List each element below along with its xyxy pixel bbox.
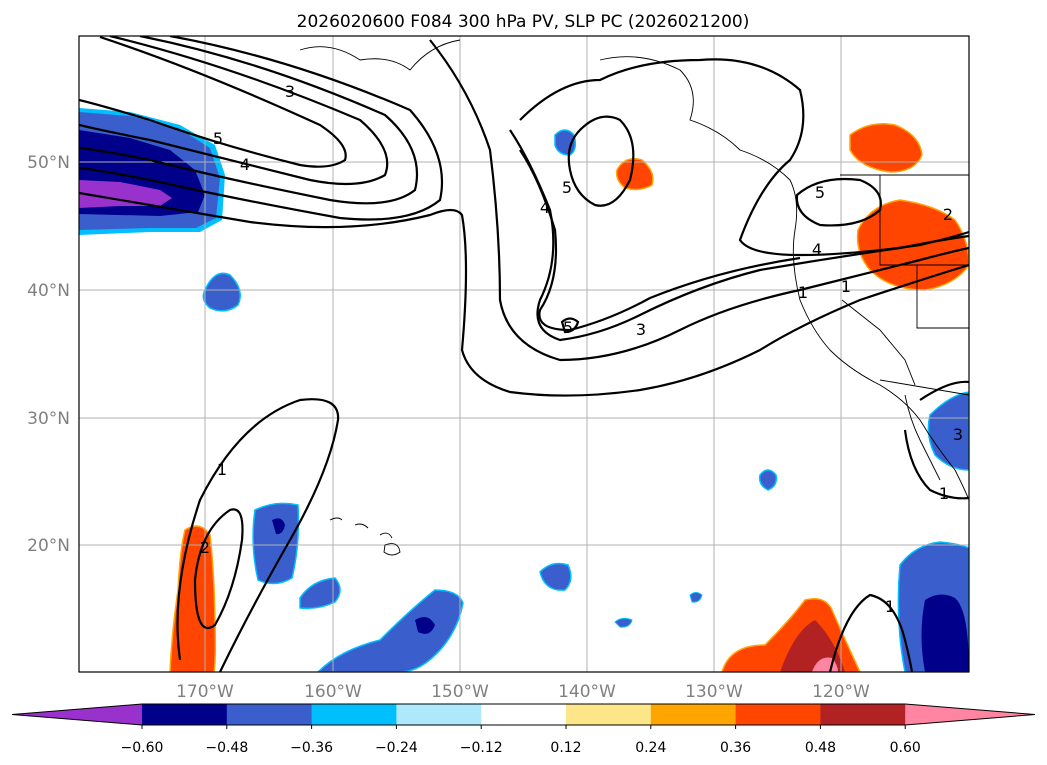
x-tick-label: 160°W [304,682,362,702]
colorbar: −0.60 −0.48 −0.36 −0.24 −0.12 0.12 0.24 0.36 0.4… [11,703,1036,756]
contour-label: 5 [562,178,572,197]
contour-label: 5 [213,129,223,148]
colorbar-tick-label: 0.12 [550,740,581,756]
colorbar-tick-label: −0.60 [121,740,164,756]
y-axis-labels: 50°N 40°N 30°N 20°N [27,153,70,556]
colorbar-tick-label: 0.36 [720,740,751,756]
x-tick-label: 120°W [812,682,870,702]
contour-label: 3 [285,82,295,101]
y-tick-label: 50°N [27,153,70,173]
contour-label: 1 [885,597,895,616]
contour-label: 5 [815,183,825,202]
colorbar-tick-label: 0.24 [635,740,666,756]
contour-label: 3 [953,425,963,444]
contour-labels: 3 5 4 5 4 5 3 5 2 4 1 1 2 1 3 1 1 [200,82,963,616]
colorbar-tick-label: −0.12 [460,740,503,756]
colorbar-extend-high [905,704,1035,725]
contour-label: 1 [939,484,949,503]
contour-label: 2 [943,205,953,224]
contour-label: 2 [200,538,210,557]
pv-region-southwest [169,525,217,672]
x-tick-label: 130°W [685,682,743,702]
map-background [79,36,969,672]
slp-contours [79,36,969,672]
contour-label: 4 [540,198,550,217]
y-tick-label: 30°N [27,409,70,429]
colorbar-tick-label: −0.48 [205,740,248,756]
x-tick-label: 170°W [176,682,234,702]
colorbar-segment [142,704,228,725]
contour-label: 1 [217,460,227,479]
colorbar-tick-label: −0.36 [290,740,333,756]
contour-label: 4 [240,155,250,174]
colorbar-segment [226,704,313,725]
map-content: 3 5 4 5 4 5 3 5 2 4 1 1 2 1 3 1 1 [79,36,969,672]
x-axis-labels: 170°W 160°W 150°W 140°W 130°W 120°W [176,682,870,702]
colorbar-tick-label: 0.60 [890,740,921,756]
colorbar-extend-low [12,704,142,725]
colorbar-segment [650,704,737,725]
x-tick-label: 140°W [558,682,616,702]
contour-label: 1 [798,283,808,302]
colorbar-tick-label: 0.48 [805,740,836,756]
pv-fill-layer [79,108,969,672]
contour-label: 1 [841,277,851,296]
colorbar-tick-label: −0.24 [375,740,418,756]
colorbar-segment [481,704,567,725]
colorbar-segment [396,704,482,725]
map-frame [78,35,970,673]
gridlines [79,36,969,672]
colorbar-segment [735,704,821,725]
x-tick-label: 150°W [431,682,489,702]
contour-label: 5 [563,318,573,337]
contour-label: 4 [812,240,822,259]
chart-title: 2026020600 F084 300 hPa PV, SLP PC (2026… [297,12,750,32]
contour-line [79,36,347,168]
contour-label: 3 [636,320,646,339]
y-tick-label: 40°N [27,281,70,301]
colorbar-segment [311,704,397,725]
y-tick-label: 20°N [27,536,70,556]
colorbar-segment [566,704,652,725]
colorbar-segment [820,704,906,725]
